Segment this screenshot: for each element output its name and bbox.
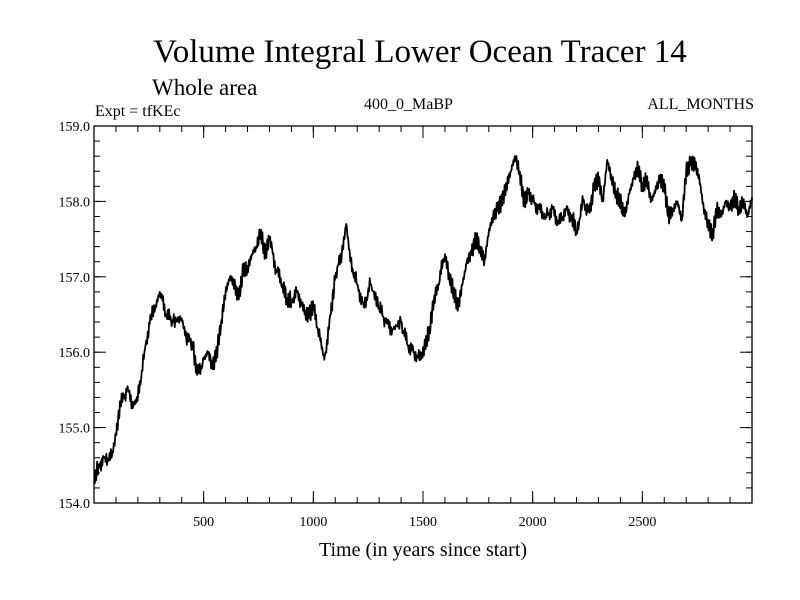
chart-subtitle: Whole area	[152, 75, 258, 100]
experiment-label: Expt = tfKEc	[95, 103, 181, 120]
x-tick-label: 2500	[628, 515, 656, 530]
y-tick-label: 159.0	[59, 120, 91, 135]
axis-ticks	[94, 125, 752, 504]
y-tick-label: 157.0	[59, 271, 91, 286]
x-axis-label: Time (in years since start)	[318, 539, 528, 561]
x-tick-label: 1500	[409, 515, 437, 530]
series-line-0	[93, 155, 753, 485]
y-tick-label: 156.0	[59, 346, 91, 361]
y-tick-label: 155.0	[59, 422, 91, 437]
months-label: ALL_MONTHS	[647, 96, 754, 113]
period-label: 400_0_MaBP	[364, 96, 453, 113]
tick-labels: 154.0 155.0 156.0 157.0 158.0 159.0 500 1000 150…	[59, 120, 657, 530]
plot-frame	[93, 125, 753, 504]
x-tick-label: 1000	[299, 515, 327, 530]
series-layer	[93, 155, 753, 485]
x-tick-label: 2000	[519, 515, 547, 530]
y-tick-label: 158.0	[59, 195, 91, 210]
y-tick-label: 154.0	[59, 497, 91, 512]
x-tick-label: 500	[193, 515, 214, 530]
chart-title: Volume Integral Lower Ocean Tracer 14	[153, 34, 687, 70]
